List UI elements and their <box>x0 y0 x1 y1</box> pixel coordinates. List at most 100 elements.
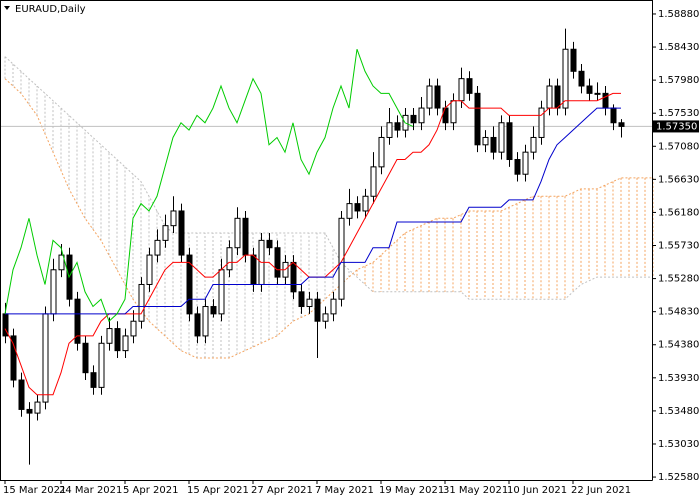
candle-body <box>562 48 569 109</box>
candle-body <box>338 217 345 300</box>
y-tick-label: 1.57080 <box>658 141 699 152</box>
candle-body <box>194 313 201 337</box>
candle-body <box>474 92 481 146</box>
y-tick-label: 1.53930 <box>658 373 699 384</box>
candle-body <box>362 195 369 212</box>
candle-body <box>426 85 433 109</box>
candle-body <box>434 85 441 109</box>
x-tick-label: 15 Apr 2021 <box>187 485 249 496</box>
y-tick-label: 1.57980 <box>658 75 699 86</box>
x-tick-label: 10 Jun 2021 <box>507 485 567 496</box>
candle-body <box>418 107 425 124</box>
y-tick-label: 1.54380 <box>658 340 699 351</box>
y-tick-label: 1.52580 <box>658 472 699 483</box>
candle-body <box>498 122 505 153</box>
candle-body <box>314 298 321 322</box>
y-tick-label: 1.53480 <box>658 406 699 417</box>
candle-body <box>202 306 209 337</box>
last-price-box <box>653 120 699 133</box>
candle-body <box>354 203 361 212</box>
candle-body <box>90 372 97 388</box>
x-tick-label: 7 May 2021 <box>315 485 374 496</box>
candle-body <box>274 247 281 278</box>
x-tick-label: 19 May 2021 <box>379 485 444 496</box>
candle-body <box>18 379 25 410</box>
x-tick-label: 15 Mar 2021 <box>3 485 66 496</box>
candle-body <box>514 159 521 175</box>
candle-body <box>170 210 177 227</box>
span-a-line <box>4 78 653 359</box>
candle-body <box>370 166 377 197</box>
candle-body <box>210 306 217 315</box>
y-tick-label: 1.58880 <box>658 9 699 20</box>
candle-body <box>58 254 65 271</box>
x-tick-label: 27 Apr 2021 <box>251 485 313 496</box>
candle-body <box>186 254 193 315</box>
candle-body <box>450 100 457 124</box>
candle-body <box>146 254 153 285</box>
candle-body <box>50 269 57 315</box>
span-b-line <box>4 56 653 300</box>
candle-body <box>306 298 313 308</box>
candle-body <box>618 122 625 127</box>
candle-body <box>178 210 185 256</box>
last-price-label: 1.57350 <box>656 121 697 132</box>
y-tick-label: 1.53030 <box>658 439 699 450</box>
candle-body <box>490 136 497 153</box>
candle-body <box>162 225 169 241</box>
candle-body <box>570 48 577 72</box>
candle-body <box>466 78 473 94</box>
candle-body <box>506 122 513 161</box>
candle-body <box>322 313 329 322</box>
indicator-line <box>5 107 621 315</box>
candle-body <box>522 151 529 175</box>
candle-body <box>10 335 17 381</box>
candle-body <box>386 122 393 138</box>
candle-body <box>458 78 465 102</box>
candle-body <box>266 239 273 249</box>
y-tick-label: 1.57530 <box>658 108 699 119</box>
candle-body <box>410 114 417 124</box>
y-tick-label: 1.54830 <box>658 307 699 318</box>
candle-body <box>34 401 41 414</box>
menu-arrow[interactable] <box>4 6 10 10</box>
y-tick-label: 1.56180 <box>658 207 699 218</box>
candle-body <box>122 335 129 352</box>
y-tick-label: 1.55730 <box>658 241 699 252</box>
candle-body <box>482 136 489 146</box>
x-tick-label: 24 Mar 2021 <box>59 485 122 496</box>
candle-body <box>586 85 593 94</box>
candle-body <box>42 313 49 403</box>
chart-title: EURAUD,Daily <box>15 4 86 15</box>
candle-body <box>578 70 585 87</box>
candle-body <box>346 203 353 219</box>
candle-body <box>546 85 553 109</box>
candle-body <box>610 107 617 124</box>
candle-body <box>74 298 81 344</box>
candle-body <box>154 239 161 256</box>
candle-body <box>298 291 305 308</box>
candle-body <box>242 217 249 256</box>
candle-body <box>106 328 113 344</box>
candle-body <box>250 254 257 285</box>
candle-body <box>226 247 233 271</box>
y-tick-label: 1.58430 <box>658 42 699 53</box>
y-tick-label: 1.55280 <box>658 274 699 285</box>
candle-body <box>114 328 121 352</box>
candle-body <box>594 92 601 95</box>
candle-body <box>98 342 105 388</box>
x-tick-label: 31 May 2021 <box>443 485 508 496</box>
plot-area <box>0 28 654 465</box>
candle-body <box>538 107 545 138</box>
candle-body <box>530 136 537 153</box>
candle-body <box>138 283 145 322</box>
candle-body <box>330 298 337 315</box>
x-tick-label: 22 Jun 2021 <box>571 485 631 496</box>
indicator-line <box>4 49 414 323</box>
candle-body <box>130 320 137 337</box>
y-tick-label: 1.56630 <box>658 174 699 185</box>
candle-body <box>234 217 241 249</box>
x-tick-label: 5 Apr 2021 <box>123 485 178 496</box>
